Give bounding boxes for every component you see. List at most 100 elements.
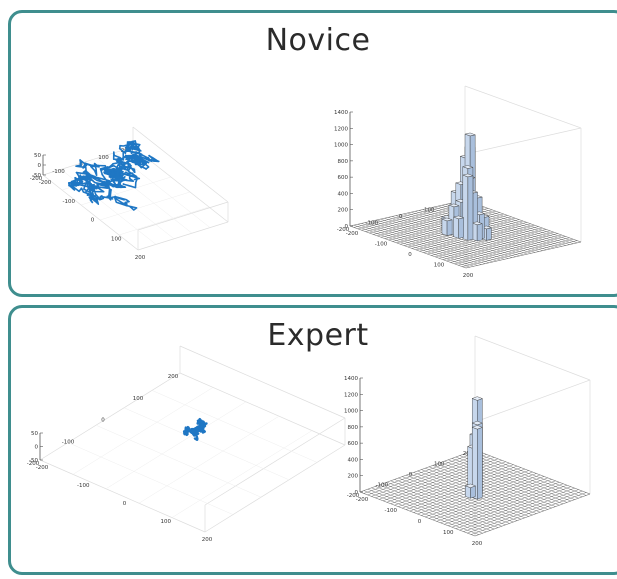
novice-trajectory-trajectory-point — [122, 171, 124, 173]
novice-trajectory-trajectory-point — [112, 175, 115, 177]
novice-trajectory-trajectory-point — [118, 183, 120, 186]
novice-histogram-bar — [441, 218, 448, 236]
novice-trajectory-trajectory-point — [132, 159, 135, 162]
expert-trajectory-box-edge — [179, 372, 346, 446]
expert-panel: Expert — [8, 305, 617, 575]
expert-trajectory-box-edge — [179, 345, 346, 419]
novice-trajectory-trajectory-point — [127, 160, 129, 163]
expert-histogram-mesh-line — [436, 463, 552, 509]
novice-trajectory-trajectory-point — [72, 188, 75, 191]
expert-trajectory-x-tick-label: 200 — [202, 537, 213, 543]
expert-trajectory-grid-line — [95, 424, 262, 498]
novice-histogram-bar — [446, 219, 453, 236]
expert-histogram-y-tick-label: 0 — [409, 472, 413, 478]
novice-histogram-x-tick-label: -100 — [375, 242, 388, 248]
novice-histogram-mesh-line — [454, 237, 570, 264]
expert-trajectory-x-tick-label: 0 — [123, 501, 127, 507]
novice-histogram-bar — [441, 217, 453, 222]
novice-trajectory-trajectory-point — [136, 177, 138, 180]
novice-trajectory-trajectory-point — [70, 185, 73, 188]
expert-trajectory-trajectory-point — [193, 437, 196, 440]
expert-trajectory-trajectory-point — [198, 424, 201, 426]
novice-trajectory-trajectory-point — [129, 177, 132, 180]
novice-trajectory-trajectory-point — [109, 176, 112, 179]
novice-trajectory-trajectory-point — [129, 148, 131, 151]
novice-trajectory-trajectory-point — [122, 178, 125, 181]
novice-histogram-x-tick-label: 200 — [463, 273, 474, 279]
novice-histogram-box-edge — [464, 85, 582, 129]
novice-trajectory-trajectory-point — [108, 173, 111, 176]
expert-histogram-mesh-line — [425, 474, 541, 518]
expert-histogram-bar — [465, 485, 471, 499]
novice-trajectory-trajectory-point — [84, 179, 87, 182]
expert-trajectory-trajectory-point — [200, 420, 203, 422]
novice-trajectory-trajectory-point — [95, 185, 98, 188]
novice-histogram-z-tick-label: 400 — [338, 191, 349, 197]
novice-trajectory-trajectory-point — [95, 197, 98, 200]
expert-histogram-z-tick-label: 1200 — [344, 392, 358, 398]
novice-trajectory-trajectory-point — [81, 175, 84, 178]
novice-trajectory-trajectory-point — [91, 201, 94, 204]
novice-trajectory-x-tick-label: 100 — [111, 236, 122, 242]
novice-trajectory-trajectory-point — [118, 172, 121, 175]
novice-histogram-x-tick-label: 100 — [434, 263, 445, 269]
novice-histogram-y-tick-label: 100 — [424, 208, 435, 214]
novice-histogram-x-tick-label: -200 — [346, 231, 359, 237]
novice-trajectory-trajectory-point — [122, 183, 125, 185]
novice-trajectory-trajectory-point — [120, 167, 123, 170]
novice-histogram-z-tick-label: 600 — [338, 175, 349, 181]
expert-histogram-mesh-line — [471, 492, 587, 535]
expert-histogram-z-tick-label: 1400 — [344, 376, 358, 382]
novice-trajectory-trajectory-point — [106, 195, 109, 198]
expert-trajectory-trajectory-point — [193, 427, 196, 430]
novice-trajectory-trajectory-point — [94, 195, 97, 197]
novice-histogram-bar — [471, 221, 483, 225]
expert-histogram-x-tick-label: 0 — [418, 519, 422, 525]
novice-trajectory-trajectory-point — [91, 195, 93, 198]
expert-histogram-x-tick-label: -200 — [356, 497, 369, 503]
novice-trajectory-trajectory-point — [84, 162, 87, 165]
novice-trajectory-trajectory-point — [78, 177, 81, 179]
novice-trajectory-trajectory-point — [108, 196, 111, 199]
expert-trajectory-z-tick-label: 0 — [35, 445, 39, 451]
expert-trajectory-trajectory-point — [202, 422, 204, 425]
expert-histogram-z-tick-label: 200 — [348, 474, 359, 480]
novice-trajectory-trajectory-point — [126, 174, 129, 176]
expert-trajectory-box-edge — [39, 459, 206, 533]
novice-histogram-bar — [486, 227, 492, 241]
novice-histogram-bar — [453, 216, 459, 239]
novice-histogram-z-tick-label: 1000 — [334, 143, 348, 149]
expert-trajectory-grid-line — [72, 387, 214, 475]
novice-trajectory-trajectory-point — [145, 168, 147, 170]
expert-trajectory-trajectory-point — [200, 422, 203, 424]
expert-histogram-mesh-line — [467, 452, 583, 497]
expert-histogram-z-tick-label: 800 — [348, 425, 359, 431]
novice-trajectory-trajectory-point — [79, 159, 82, 161]
novice-trajectory-trajectory-point — [121, 175, 123, 177]
expert-histogram-mesh-line — [474, 449, 591, 495]
novice-trajectory-trajectory-point — [93, 162, 96, 165]
expert-trajectory-y-tick-label: 200 — [168, 374, 179, 380]
novice-trajectory-trajectory-point — [139, 153, 142, 155]
expert-histogram-x-tick-label: 200 — [472, 541, 483, 547]
novice-trajectory-trajectory-point — [80, 164, 82, 167]
novice-trajectory-x-tick-label: -100 — [63, 199, 76, 205]
novice-trajectory-trajectory-point — [114, 195, 117, 198]
expert-histogram-mesh-line — [440, 480, 556, 523]
expert-histogram-mesh-line — [463, 489, 579, 532]
novice-trajectory-trajectory-point — [127, 162, 130, 165]
novice-histogram-z-tick-label: 0 — [345, 224, 349, 230]
novice-trajectory-trajectory-point — [93, 199, 96, 202]
expert-trajectory-box-edge — [204, 444, 346, 533]
novice-trajectory-trajectory-point — [125, 166, 128, 169]
novice-trajectory-box-edge — [137, 201, 229, 231]
novice-histogram-bar — [467, 175, 474, 241]
novice-histogram-y-tick-label: -200 — [337, 227, 350, 233]
expert-histogram-box-edge — [474, 379, 591, 423]
expert-trajectory-trajectory-point — [201, 424, 204, 427]
expert-trajectory-trajectory-point — [202, 427, 205, 430]
novice-trajectory-trajectory-point — [72, 181, 75, 184]
expert-trajectory-trajectory-point — [193, 431, 196, 434]
expert-trajectory-trajectory-point — [187, 430, 189, 433]
novice-trajectory-trajectory-point — [118, 175, 121, 177]
